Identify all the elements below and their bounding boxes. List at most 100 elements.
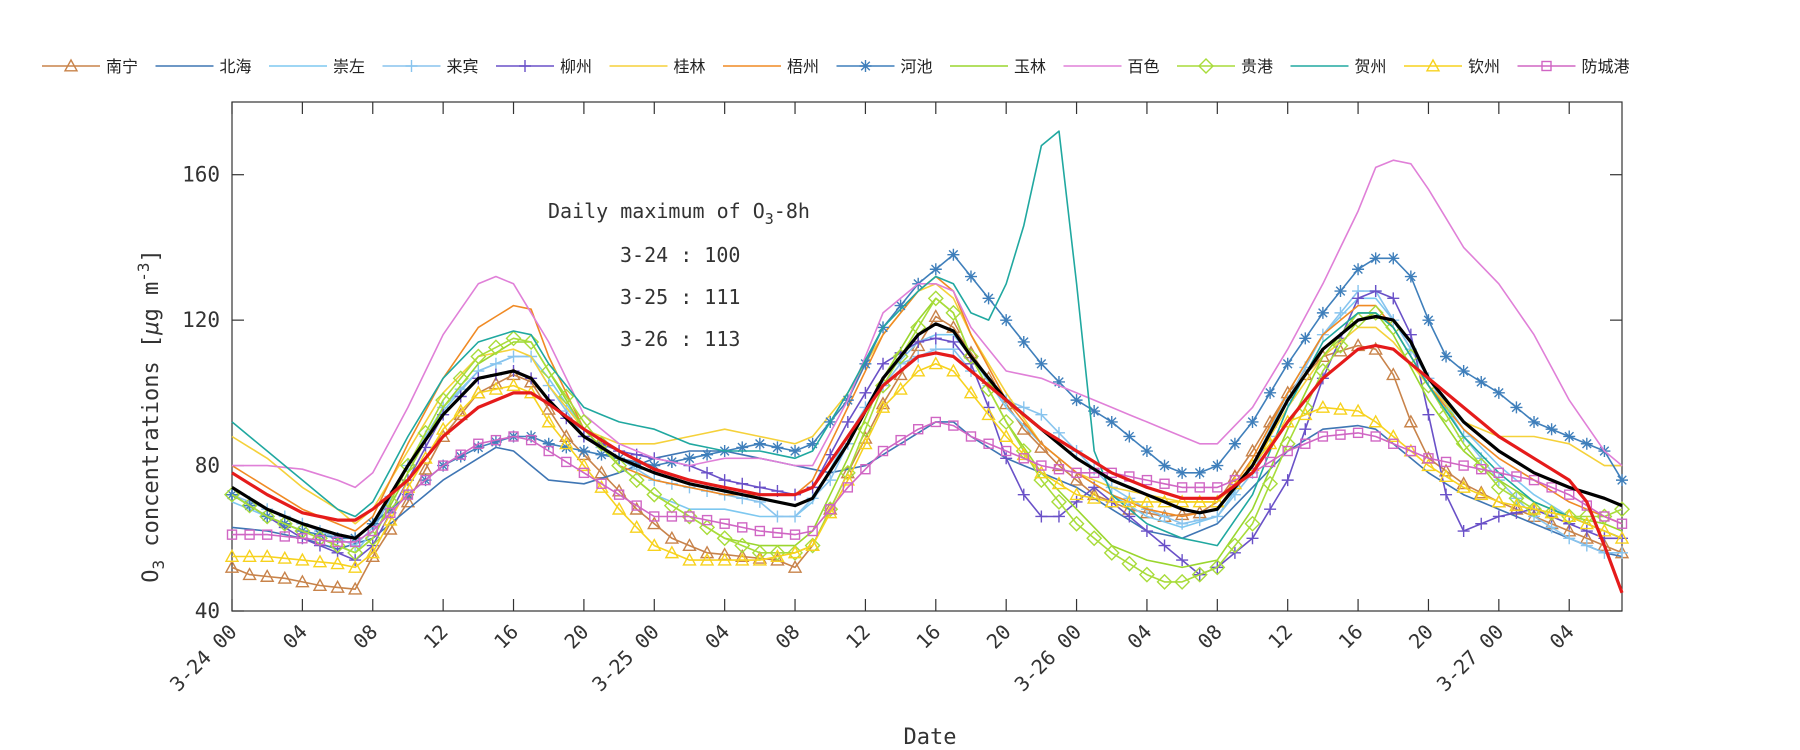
series-贵港-marker <box>399 457 416 474</box>
series-河池-marker <box>630 455 643 468</box>
series-防城港-marker <box>1511 471 1522 482</box>
series-贵港-marker <box>769 544 786 561</box>
series-贵港-marker <box>1526 501 1543 518</box>
series-河池-marker <box>1440 350 1453 363</box>
series-钦州-marker <box>805 538 820 552</box>
series-贵港-marker <box>224 486 240 503</box>
series-河池-marker <box>313 528 326 541</box>
legend-南宁-marker <box>63 58 79 72</box>
series-贵港-marker <box>505 330 522 347</box>
series-钦州-marker <box>453 403 468 417</box>
series-贵港-marker <box>1262 475 1279 492</box>
series-贵港-marker <box>452 370 469 387</box>
series-来宾-marker <box>1616 546 1628 559</box>
y-axis-label: O3 concentrations [μg m-3] <box>134 249 168 583</box>
series-钦州-marker <box>928 356 943 370</box>
series-河池-marker <box>1616 474 1628 487</box>
series-line-钦州 <box>232 363 1623 569</box>
x-tick-label: 12 <box>1263 620 1297 654</box>
series-钦州-marker <box>1122 494 1137 508</box>
series-防城港-marker <box>525 434 537 446</box>
series-贵港-marker <box>716 530 733 547</box>
series-贵港-marker <box>1490 479 1507 496</box>
series-南宁-marker <box>277 570 292 584</box>
series-钦州-marker <box>699 552 715 566</box>
series-来宾-marker <box>789 510 802 523</box>
series-河池-marker <box>1158 459 1171 472</box>
x-tick-label: 20 <box>982 620 1016 654</box>
series-柳州-marker <box>1387 292 1400 305</box>
series-河池-marker <box>1387 252 1400 265</box>
series-柳州-marker <box>1352 292 1365 305</box>
series-贵港-marker <box>998 413 1015 430</box>
series-贵港-marker <box>241 497 258 514</box>
series-河池-marker <box>859 357 872 370</box>
series-河池-marker <box>1052 375 1065 388</box>
series-柳州-marker <box>1580 525 1593 538</box>
series-河池-marker <box>982 292 995 305</box>
series-防城港-marker <box>825 504 836 515</box>
series-柳州-marker <box>1281 474 1294 487</box>
annotation-line-1: 3-24 : 100 <box>620 243 740 267</box>
series-河池-marker <box>806 437 819 450</box>
series-贵港-marker <box>611 457 628 474</box>
series-河池-marker <box>1281 357 1294 370</box>
legend-item-梧州: 梧州 <box>723 57 819 76</box>
series-防城港-marker <box>631 500 642 511</box>
legend-item-桂林: 桂林 <box>609 57 706 76</box>
x-tick-label: 20 <box>1404 620 1438 654</box>
series-钦州-marker <box>541 414 556 428</box>
series-来宾-marker <box>1035 408 1048 421</box>
series-防城港-marker <box>367 525 378 537</box>
series-钦州-marker <box>488 381 504 395</box>
series-河池-marker <box>753 437 766 450</box>
series-钦州-marker <box>1368 414 1383 428</box>
series-钦州-marker <box>682 552 697 566</box>
series-贵港-marker <box>1332 337 1349 354</box>
series-钦州-marker <box>295 552 310 566</box>
series-柳州-marker <box>1070 495 1083 508</box>
series-防城港-marker <box>455 449 466 460</box>
legend-来宾-marker <box>405 60 418 72</box>
series-防城港-marker <box>543 445 554 457</box>
series-南宁-marker <box>1474 485 1489 499</box>
series-来宾-marker <box>824 474 837 487</box>
series-贵港-marker <box>892 348 909 365</box>
series-防城港-marker <box>719 518 730 529</box>
series-防城港-marker <box>1546 482 1557 493</box>
series-来宾-marker <box>1580 539 1593 552</box>
series-钦州-marker <box>224 549 240 562</box>
series-防城港-marker <box>1405 445 1417 457</box>
x-tick-label: 3-26 00 <box>1010 620 1087 697</box>
series-河池-marker <box>226 488 238 501</box>
annotation-title: Daily maximum of O3-8h <box>548 199 810 228</box>
series-柳州-marker <box>1158 539 1171 552</box>
legend-label: 北海 <box>220 57 252 76</box>
series-mean8h <box>231 344 1624 594</box>
legend-item-钦州: 钦州 <box>1404 57 1500 76</box>
series-防城港-marker <box>437 460 449 471</box>
legend-钦州-marker <box>1425 58 1441 72</box>
x-tick-label: 04 <box>278 620 312 654</box>
series-防城港-marker <box>385 507 396 519</box>
series-防城港-marker <box>1300 438 1311 449</box>
series-贵港-marker <box>1121 555 1138 572</box>
series-贵港-marker <box>1226 537 1243 554</box>
series-line-桂林 <box>231 283 1622 525</box>
series-防城港-marker <box>402 489 414 500</box>
legend-item-贵港: 贵港 <box>1177 57 1273 76</box>
series-南宁-marker <box>928 309 943 323</box>
legend-item-防城港: 防城港 <box>1517 57 1630 76</box>
series-来宾-marker <box>1193 514 1206 527</box>
series-防城港-marker <box>1370 431 1381 442</box>
series-line-来宾 <box>231 290 1622 554</box>
series-钦州-marker <box>858 436 873 450</box>
series-柳州-marker <box>1457 525 1470 538</box>
series-南宁-marker <box>1456 476 1471 490</box>
legend-贵港-marker <box>1198 58 1214 74</box>
series-南宁-marker <box>647 516 662 530</box>
series-贵港-marker <box>523 333 540 350</box>
legend-item-百色: 百色 <box>1063 57 1160 76</box>
series-防城港-marker <box>1317 431 1329 442</box>
series-河池-marker <box>1193 466 1206 479</box>
